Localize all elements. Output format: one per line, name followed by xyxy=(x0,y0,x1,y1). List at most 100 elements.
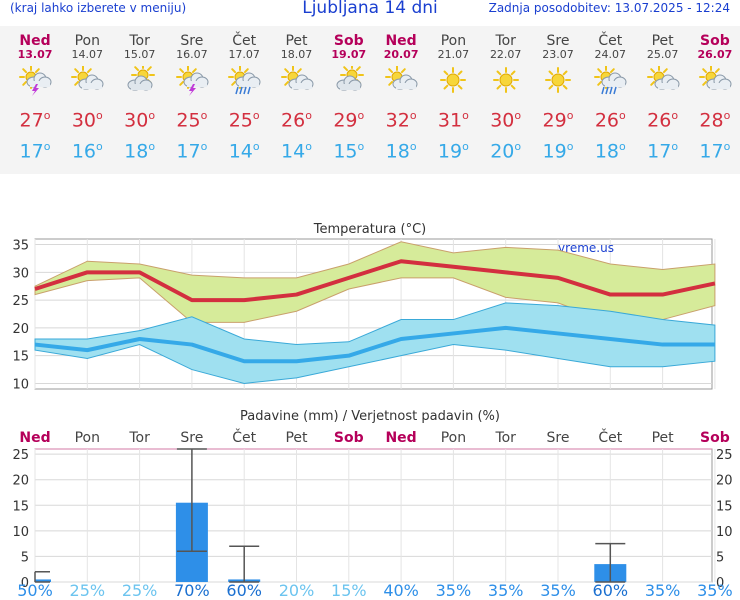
day-date: 15.07 xyxy=(123,48,156,61)
precip-ytick-label-left: 10 xyxy=(12,525,29,540)
temp-ytick-label: 25 xyxy=(12,294,29,309)
max-temp-value: 32 xyxy=(385,109,410,132)
precip-probability: 50% xyxy=(17,581,53,600)
day-name: Pet xyxy=(651,33,674,49)
sun-cloud-icon xyxy=(698,65,732,96)
max-temp-value: 27 xyxy=(19,109,44,132)
max-temp: 26o xyxy=(584,104,636,132)
min-temp: 17o xyxy=(637,135,689,163)
precip-ytick-label-right: 0 xyxy=(716,576,724,591)
precip-probability: 70% xyxy=(174,581,210,600)
min-temp-value: 14 xyxy=(228,140,253,163)
precip-ytick-label-right: 20 xyxy=(716,474,733,489)
day-name: Čet xyxy=(232,33,257,49)
temp-ytick-label: 35 xyxy=(12,239,29,254)
last-updated: Zadnja posodobitev: 13.07.2025 - 12:24 xyxy=(488,1,730,15)
degree-symbol: o xyxy=(723,109,731,122)
precip-day-label: Ned xyxy=(19,430,50,446)
min-temp: 14o xyxy=(218,135,270,163)
day-name: Sob xyxy=(700,33,730,49)
degree-symbol: o xyxy=(514,140,522,154)
precip-probability: 35% xyxy=(644,581,681,600)
precip-bar xyxy=(35,579,51,582)
min-temp: 15o xyxy=(323,135,375,163)
min-temp-value: 19 xyxy=(542,140,567,163)
day-name: Pon xyxy=(440,33,467,49)
day-date: 26.07 xyxy=(697,48,733,61)
max-temp-value: 31 xyxy=(437,109,463,132)
precip-ytick-label-left: 25 xyxy=(12,448,29,463)
day-date: 17.07 xyxy=(228,48,260,61)
max-temp-value: 25 xyxy=(176,109,201,132)
min-temp: 18o xyxy=(584,135,636,163)
degree-symbol: o xyxy=(252,109,260,122)
max-temp-value: 29 xyxy=(542,109,567,132)
sun-icon xyxy=(541,66,575,96)
degree-symbol: o xyxy=(43,109,51,122)
degree-symbol: o xyxy=(462,140,469,154)
day-date: 23.07 xyxy=(542,48,574,61)
degree-symbol: o xyxy=(566,140,574,154)
degree-symbol: o xyxy=(252,140,260,154)
min-temp-value: 17 xyxy=(176,140,201,163)
precip-day-label: Tor xyxy=(494,430,516,446)
thunderstorm-icon xyxy=(175,65,209,96)
min-temp-value: 17 xyxy=(19,140,44,163)
min-temp: 16o xyxy=(61,135,113,163)
degree-symbol: o xyxy=(148,109,156,122)
forecast-day: Sob 19.07 29o 15o xyxy=(323,26,375,164)
sun-cloud-icon xyxy=(280,65,314,96)
forecast-day: Pet 25.07 26o 17o xyxy=(637,26,689,164)
day-date: 14.07 xyxy=(71,48,104,61)
precip-probability: 35% xyxy=(487,581,524,600)
max-temp-value: 30 xyxy=(490,109,515,132)
precip-probability: 35% xyxy=(435,581,472,600)
forecast-day: Ned 20.07 32o 18o xyxy=(375,26,427,164)
degree-symbol: o xyxy=(619,109,626,122)
max-temp-value: 26 xyxy=(594,109,620,132)
degree-symbol: o xyxy=(200,140,208,154)
min-temp: 17o xyxy=(689,135,740,163)
day-date: 13.07 xyxy=(17,48,53,61)
daily-forecast-strip: Ned 13.07 27o 17o Pon 14.07 30o 16o Tor 15.07 30o 1… xyxy=(0,26,740,174)
day-name: Ned xyxy=(19,33,51,49)
max-temp: 30o xyxy=(480,104,532,132)
min-temp-value: 15 xyxy=(333,140,358,163)
day-date: 22.07 xyxy=(489,48,522,61)
precip-day-label: Tor xyxy=(128,430,150,446)
day-name: Ned xyxy=(385,33,417,49)
degree-symbol: o xyxy=(671,109,679,122)
degree-symbol: o xyxy=(305,109,312,122)
forecast-day: Sre 23.07 29o 19o xyxy=(532,26,584,164)
forecast-day: Pet 18.07 26o 14o xyxy=(271,26,323,164)
precip-probability: 35% xyxy=(697,581,733,600)
forecast-day: Tor 22.07 30o 20o xyxy=(480,26,532,164)
min-temp-value: 18 xyxy=(124,140,149,163)
day-date: 25.07 xyxy=(646,48,679,61)
precip-probability: 20% xyxy=(278,581,315,600)
header: (kraj lahko izberete v meniju) Ljubljana… xyxy=(0,0,740,22)
precip-day-label: Sob xyxy=(700,430,730,446)
page-title: Ljubljana 14 dni xyxy=(302,0,438,18)
sun-icon xyxy=(436,66,470,96)
precip-day-label: Sre xyxy=(180,430,203,446)
degree-symbol: o xyxy=(43,140,51,154)
cloudy-sun-icon xyxy=(332,63,366,96)
temp-ytick-label: 10 xyxy=(12,377,29,392)
min-temp-value: 18 xyxy=(594,140,620,163)
temp-chart-title: Temperatura (°C) xyxy=(313,222,426,237)
max-temp-value: 28 xyxy=(699,109,724,132)
day-name: Sre xyxy=(546,33,570,49)
day-name: Sob xyxy=(333,33,364,49)
precip-day-label: Ned xyxy=(385,430,416,446)
cloudy-sun-icon xyxy=(123,63,157,96)
forecast-day: Sob 26.07 28o 17o xyxy=(689,26,740,164)
location-menu-hint[interactable]: (kraj lahko izberete v meniju) xyxy=(10,1,187,15)
day-name: Čet xyxy=(598,33,623,49)
precip-plot-area xyxy=(34,448,713,583)
precip-day-label: Čet xyxy=(232,428,256,446)
precip-ytick-label-right: 5 xyxy=(716,550,724,565)
min-temp-value: 20 xyxy=(490,140,515,163)
min-temp-value: 19 xyxy=(437,140,463,163)
